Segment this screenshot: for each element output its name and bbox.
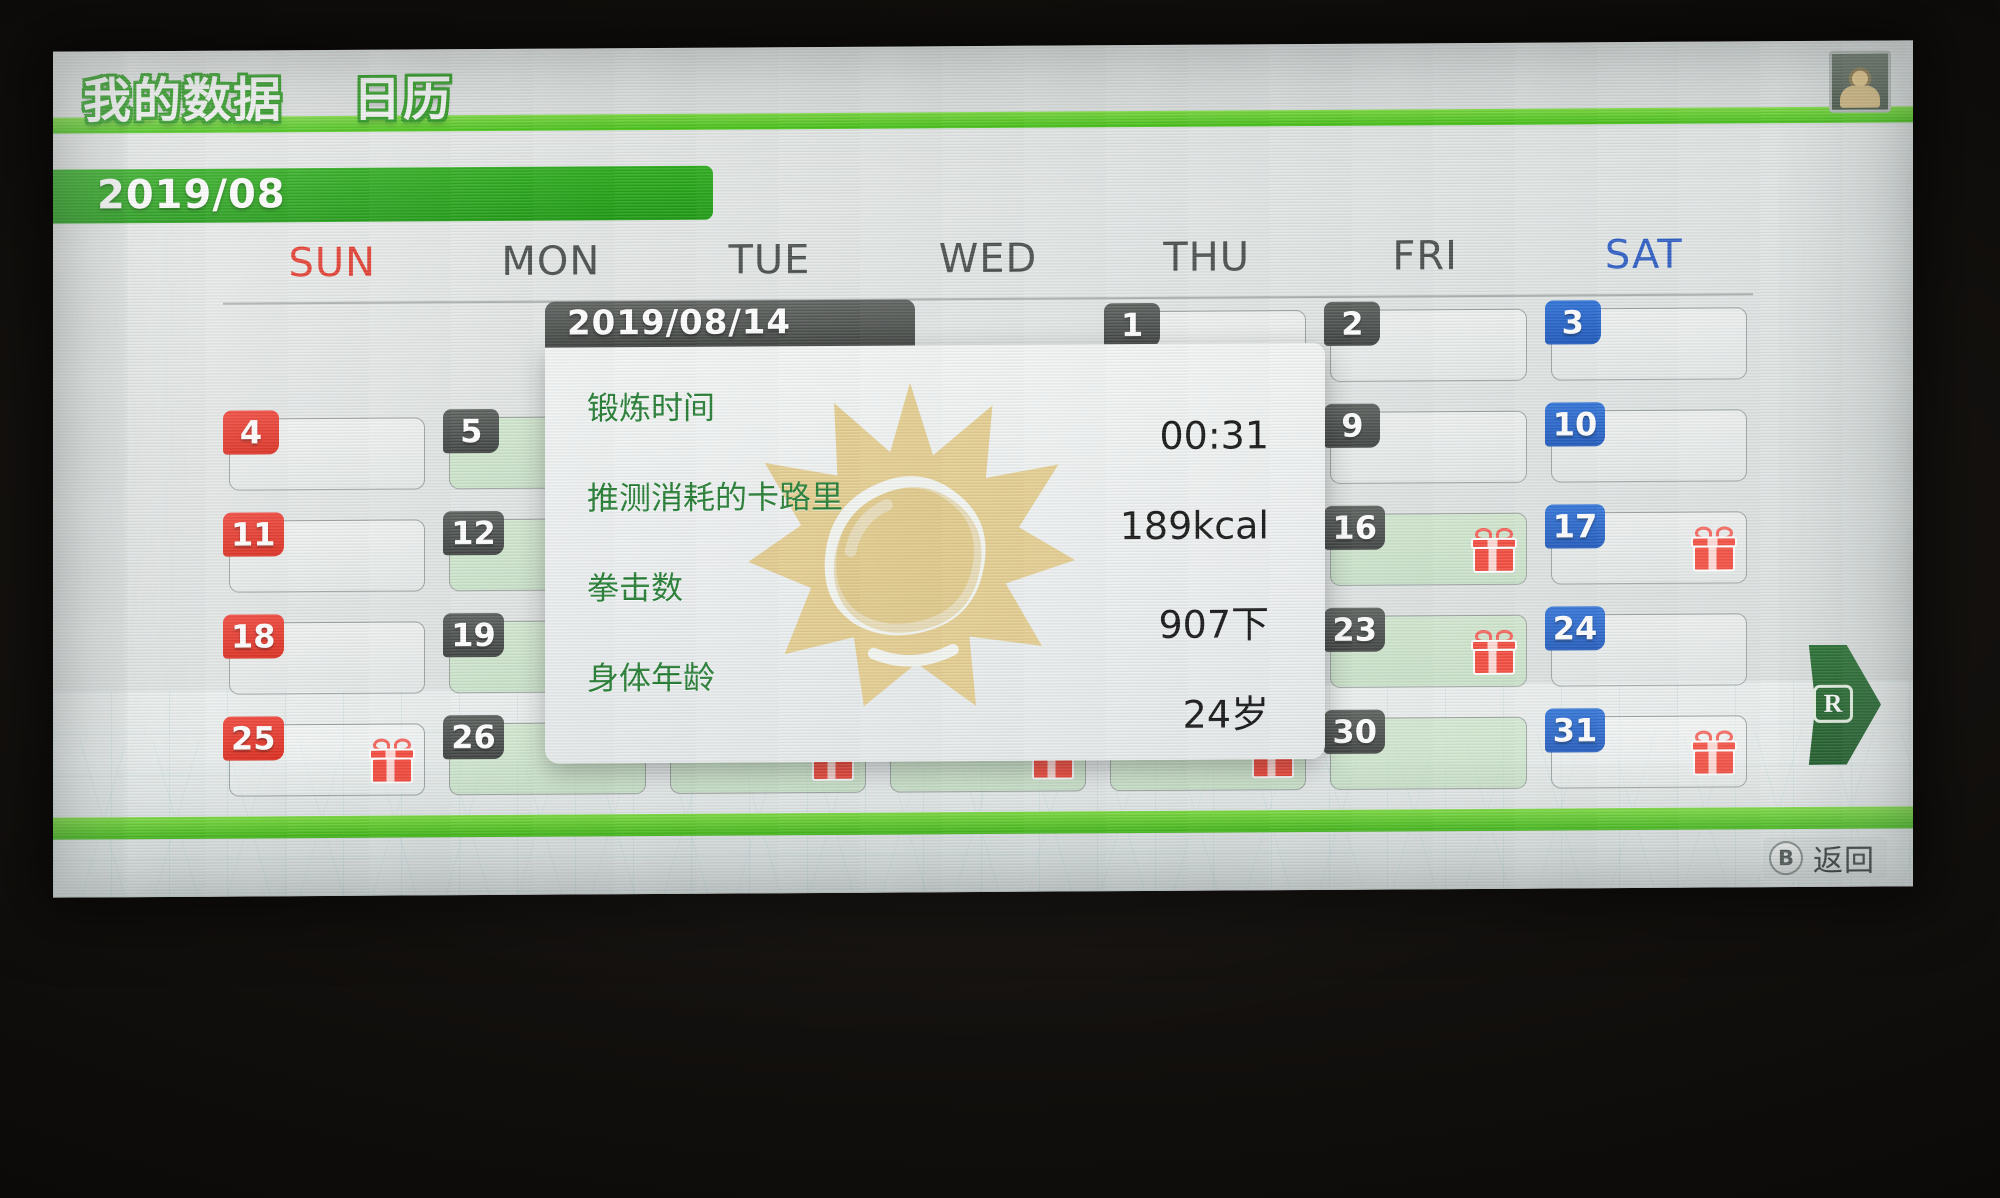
popup-stat-row: 拳击数 907下	[545, 559, 1325, 647]
calendar-day-cell[interactable]: 3	[1544, 299, 1753, 390]
calendar-day-cell[interactable]: 24	[1544, 605, 1753, 696]
gift-icon	[1691, 526, 1737, 572]
calendar-day-cell[interactable]: 4	[223, 409, 431, 500]
calendar-day-cell[interactable]: 10	[1544, 401, 1753, 492]
popup-stat-value: 189kcal	[1119, 503, 1269, 549]
calendar-day-number: 4	[223, 410, 279, 455]
user-avatar-icon[interactable]	[1829, 50, 1891, 113]
page-title: 我的数据	[83, 72, 284, 130]
calendar-day-cell[interactable]: 11	[223, 511, 431, 602]
day-detail-popup: 2019/08/14	[545, 297, 1325, 764]
calendar-day-number: 10	[1544, 402, 1606, 447]
gift-body-shape	[1472, 648, 1515, 676]
calendar-day-number: 12	[443, 510, 504, 556]
popup-stat-rows: 锻炼时间 00:31 推测消耗的卡路里 189kcal 拳击数 907下身体年龄 24岁	[545, 343, 1325, 764]
calendar-day-cell[interactable]: 30	[1324, 709, 1532, 800]
weekday-header-wed: WED	[938, 235, 1038, 283]
calendar-day-cell[interactable]: 23	[1324, 607, 1532, 698]
calendar-day-cell[interactable]: 9	[1324, 403, 1532, 494]
calendar-day-cell[interactable]: 18	[223, 613, 431, 704]
weekday-header-sat: SAT	[1604, 231, 1683, 279]
calendar-day-number: 23	[1324, 607, 1385, 652]
calendar-day-number: 11	[223, 512, 284, 557]
calendar-day-number: 25	[223, 716, 284, 761]
popup-stat-row: 锻炼时间 00:31	[545, 379, 1325, 462]
calendar-day-cell[interactable]: 16	[1324, 505, 1532, 596]
calendar-day-number: 5	[443, 408, 500, 454]
calendar-day-number: 26	[443, 714, 504, 760]
calendar-day-number: 16	[1324, 505, 1385, 550]
month-label: 2019/08	[97, 171, 286, 219]
pager-r-key-label: R	[1813, 684, 1853, 723]
gift-icon	[1691, 730, 1737, 776]
calendar-day-number: 24	[1544, 606, 1606, 651]
back-button[interactable]: B 返回	[1763, 836, 1887, 880]
gift-icon	[369, 738, 416, 784]
gift-body-shape	[371, 757, 414, 784]
popup-stat-label: 拳击数	[587, 568, 684, 608]
gift-icon	[1470, 629, 1517, 676]
avatar-body-shape	[1840, 85, 1880, 108]
calendar-day-number: 31	[1544, 708, 1606, 753]
popup-stat-value: 24岁	[1182, 692, 1269, 737]
calendar-day-number: 30	[1324, 709, 1385, 754]
weekday-header-sun: SUN	[288, 239, 377, 287]
gift-body-shape	[1472, 546, 1515, 574]
calendar-day-cell[interactable]: 17	[1544, 503, 1753, 594]
calendar-day-cell[interactable]: 2	[1324, 301, 1532, 392]
calendar-day-cell[interactable]: 25	[223, 715, 431, 806]
calendar-day-cell[interactable]: 31	[1544, 707, 1753, 798]
popup-panel: 锻炼时间 00:31 推测消耗的卡路里 189kcal 拳击数 907下身体年龄 24岁	[545, 342, 1325, 764]
calendar-day-number: 18	[223, 614, 284, 659]
calendar-day-number: 2	[1324, 301, 1381, 346]
sunburst-boxing-glove-icon	[745, 368, 1075, 720]
weekday-header-fri: FRI	[1392, 233, 1458, 280]
calendar-day-number: 19	[443, 612, 504, 658]
popup-stat-value: 00:31	[1159, 413, 1269, 458]
popup-date-tab: 2019/08/14	[545, 299, 915, 350]
gift-icon	[1470, 527, 1517, 574]
calendar-day-number: 3	[1544, 300, 1601, 345]
weekday-header-tue: TUE	[728, 237, 811, 284]
weekday-header-mon: MON	[501, 238, 601, 285]
b-button-icon: B	[1769, 840, 1803, 876]
popup-stat-label: 身体年龄	[587, 658, 716, 698]
calendar-day-number: 9	[1324, 403, 1381, 448]
popup-stat-label: 推测消耗的卡路里	[587, 477, 844, 518]
popup-stat-row: 身体年龄 24岁	[545, 649, 1325, 737]
popup-stat-label: 锻炼时间	[587, 388, 716, 428]
back-button-label: 返回	[1813, 843, 1875, 879]
weekday-header-row: SUN MON TUE WED THU FRI SAT	[223, 231, 1753, 300]
gift-body-shape	[1693, 545, 1735, 572]
month-bar[interactable]: 2019/08	[53, 165, 713, 224]
popup-stat-value: 907下	[1158, 602, 1269, 647]
calendar-day-number: 17	[1544, 504, 1606, 549]
page-subtitle: 日历	[353, 71, 454, 128]
weekday-header-thu: THU	[1163, 234, 1250, 281]
next-page-arrow-icon[interactable]: R	[1799, 645, 1881, 766]
header-bar: 我的数据 日历	[53, 40, 1913, 129]
calendar-empty-cell	[223, 307, 431, 398]
gift-body-shape	[1693, 749, 1735, 776]
popup-date-label: 2019/08/14	[567, 302, 792, 344]
popup-stat-row: 推测消耗的卡路里 189kcal	[545, 469, 1325, 552]
